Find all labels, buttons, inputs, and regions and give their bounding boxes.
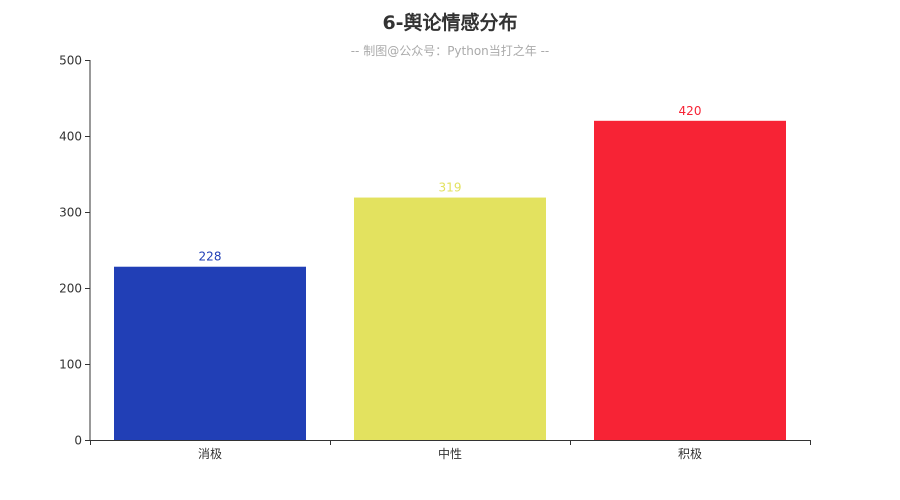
bar-value-label: 420 bbox=[679, 104, 702, 118]
y-tick-label: 300 bbox=[59, 206, 82, 220]
data-labels: 228 319 420 bbox=[199, 104, 702, 264]
y-tick-label: 100 bbox=[59, 358, 82, 372]
x-tick-label: 中性 bbox=[438, 446, 462, 461]
bar[interactable] bbox=[354, 197, 546, 440]
bar[interactable] bbox=[114, 266, 306, 440]
y-tick-label: 200 bbox=[59, 282, 82, 296]
y-axis: 0 100 200 300 400 500 bbox=[59, 54, 91, 448]
y-tick-label: 400 bbox=[59, 130, 82, 144]
chart-title: 6-舆论情感分布 bbox=[382, 12, 518, 34]
y-tick-label: 500 bbox=[59, 54, 82, 68]
x-tick-label: 积极 bbox=[678, 447, 702, 461]
chart-subtitle: -- 制图@公众号：Python当打之年 -- bbox=[350, 44, 550, 58]
y-tick-label: 0 bbox=[74, 434, 82, 448]
bar[interactable] bbox=[594, 120, 786, 441]
bar-value-label: 228 bbox=[199, 250, 222, 264]
x-tick-label: 消极 bbox=[198, 447, 222, 461]
x-axis: 消极 中性 积极 bbox=[90, 440, 811, 461]
bars bbox=[114, 120, 786, 441]
bar-value-label: 319 bbox=[439, 181, 462, 195]
